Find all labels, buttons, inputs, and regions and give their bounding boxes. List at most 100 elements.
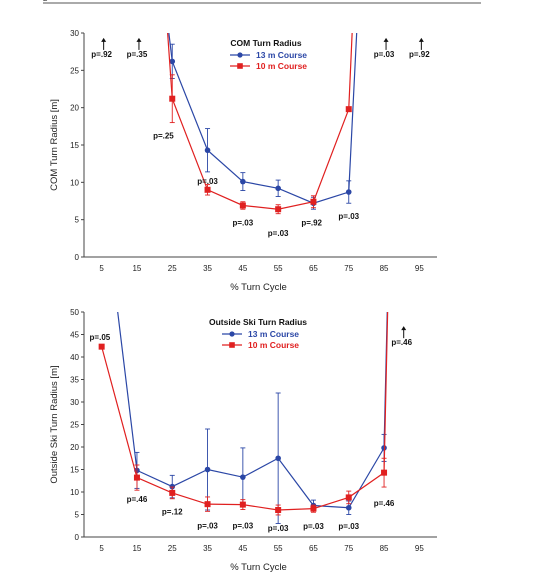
y-tick-label: 15	[70, 466, 79, 475]
pvalue-label: p=.03	[338, 522, 359, 531]
y-axis-label: Outside Ski Turn Radius [m]	[49, 365, 60, 483]
y-tick-label: 20	[70, 443, 79, 452]
x-axis-label: % Turn Cycle	[230, 282, 287, 293]
x-tick-label: 65	[309, 544, 318, 553]
pvalue-label: p=.35	[127, 50, 148, 59]
pvalue-label: p=.03	[303, 522, 324, 531]
series-point	[240, 474, 246, 480]
legend-entry-label: 10 m Course	[256, 61, 307, 71]
series-point	[310, 198, 317, 205]
x-tick-label: 75	[344, 264, 353, 273]
series-point	[133, 474, 140, 481]
pvalue-label: p=.46	[374, 499, 395, 508]
pvalue-label: p=.03	[374, 50, 395, 59]
x-tick-label: 25	[168, 264, 177, 273]
legend-title: COM Turn Radius	[230, 38, 301, 48]
series-point	[204, 466, 211, 473]
series-point	[345, 504, 352, 511]
legend-swatch-marker	[237, 63, 243, 69]
series-point	[204, 501, 211, 508]
y-tick-label: 20	[70, 104, 79, 113]
y-tick-label: 25	[70, 421, 79, 430]
x-tick-label: 85	[380, 264, 389, 273]
x-tick-label: 15	[132, 264, 141, 273]
pvalue-arrow-head	[418, 37, 424, 42]
series-point	[275, 206, 282, 213]
pvalue-arrow-head	[383, 37, 389, 42]
x-tick-label: 55	[274, 544, 283, 553]
x-axis-label: % Turn Cycle	[230, 562, 287, 573]
x-tick-label: 5	[99, 544, 104, 553]
series-point	[169, 58, 176, 65]
y-tick-label: 5	[75, 216, 80, 225]
series-point	[204, 147, 211, 154]
x-tick-label: 35	[203, 544, 212, 553]
y-tick-label: 25	[70, 66, 79, 75]
pvalue-label: p=.92	[301, 219, 322, 228]
y-tick-label: 5	[75, 511, 80, 520]
plot-area	[167, 33, 358, 215]
x-tick-label: 55	[274, 264, 283, 273]
x-tick-label: 85	[380, 544, 389, 553]
page-corner-text: 2	[43, 0, 47, 3]
series-point	[345, 189, 352, 195]
series-point	[239, 202, 246, 209]
pvalue-arrow-head	[401, 326, 407, 331]
legend-title: Outside Ski Turn Radius	[209, 317, 307, 327]
y-tick-label: 0	[75, 533, 80, 542]
y-tick-label: 35	[70, 376, 79, 385]
x-tick-label: 25	[168, 544, 177, 553]
series-point	[345, 494, 352, 501]
x-tick-label: 15	[132, 544, 141, 553]
x-tick-label: 75	[344, 544, 353, 553]
x-tick-label: 45	[238, 544, 247, 553]
pvalue-label: p=.03	[268, 229, 289, 238]
pvalue-label: p=.03	[233, 219, 254, 228]
chart-2: 0 5 10 15 20 25 30 35 40 45 50 5 15 25 35 45 55 65 75 85 95%…	[49, 308, 437, 573]
pvalue-arrow-head	[136, 37, 142, 42]
pvalue-label: p=.46	[391, 338, 412, 347]
x-tick-label: 45	[238, 264, 247, 273]
x-tick-label: 65	[309, 264, 318, 273]
pvalue-arrow-head	[101, 37, 107, 42]
legend-swatch-marker	[237, 52, 243, 58]
series-point	[275, 507, 282, 513]
pvalue-label: p=.03	[338, 212, 359, 221]
series-point	[98, 343, 105, 350]
pvalue-label: p=.25	[153, 131, 174, 140]
legend-entry-label: 13 m Course	[256, 50, 307, 60]
y-tick-label: 10	[70, 488, 79, 497]
x-tick-label: 95	[415, 544, 424, 553]
series-point	[204, 186, 211, 193]
y-tick-label: 15	[70, 141, 79, 150]
series-line-1	[168, 33, 358, 204]
series-point	[275, 185, 281, 192]
pvalue-label: p=.03	[197, 177, 218, 186]
pvalue-label: p=.92	[91, 50, 112, 59]
pvalue-label: p=.03	[197, 521, 218, 530]
y-tick-label: 0	[75, 253, 80, 262]
legend-entry-label: 13 m Course	[248, 329, 299, 339]
y-axis-label: COM Turn Radius [m]	[49, 99, 60, 191]
x-tick-label: 95	[415, 264, 424, 273]
plot-area	[98, 312, 389, 524]
pvalue-label: p=.92	[409, 50, 430, 59]
pvalue-label: p=.03	[233, 521, 254, 530]
pvalue-label: p=.12	[162, 507, 183, 516]
series-point	[240, 178, 246, 185]
y-tick-label: 10	[70, 178, 79, 187]
series-line-2	[167, 33, 353, 210]
series-line-2	[101, 312, 389, 511]
chart-1: 0 5 10 15 20 25 30 5 15 25 35 45 55 65 75 85 95 % Turn Cy…	[49, 29, 437, 293]
y-tick-label: 50	[70, 308, 79, 317]
series-line-1	[117, 312, 388, 509]
y-tick-label: 30	[70, 29, 79, 38]
pvalue-label: p=.46	[127, 495, 148, 504]
pvalue-label: p=.05	[90, 333, 111, 342]
y-tick-label: 45	[70, 331, 79, 340]
series-point	[381, 469, 388, 476]
series-point	[275, 455, 281, 462]
series-point	[345, 106, 352, 113]
pvalue-label: p=.03	[268, 524, 289, 533]
